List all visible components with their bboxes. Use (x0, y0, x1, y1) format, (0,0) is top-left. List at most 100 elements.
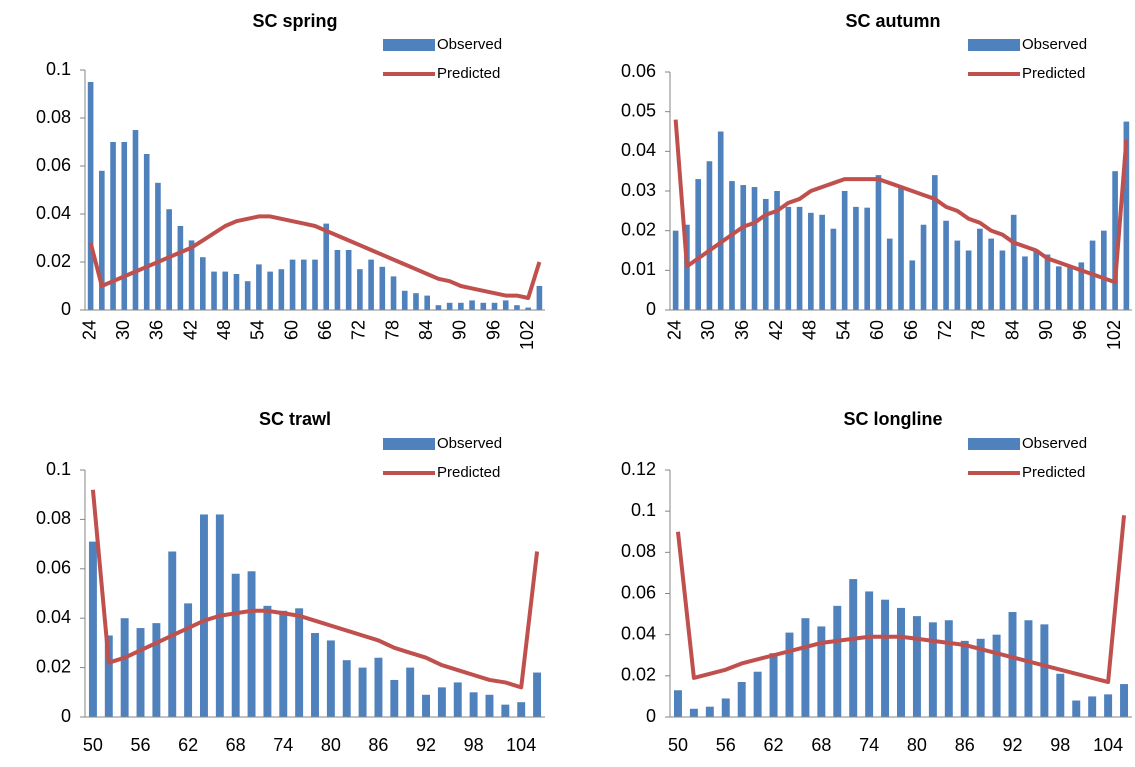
bar (943, 220, 949, 310)
bar (334, 250, 341, 310)
line (90, 489, 540, 690)
x-tick-label: 86 (955, 735, 975, 755)
bar (785, 206, 792, 310)
x-tick-label: 92 (1003, 735, 1023, 755)
bar (1040, 624, 1049, 717)
x-tick-label: 78 (969, 320, 989, 340)
x-tick-label: 62 (178, 735, 198, 755)
x-tick-label: 98 (1050, 735, 1070, 755)
line (673, 119, 1129, 285)
bar (1072, 700, 1081, 717)
x-tick-label: 92 (416, 735, 436, 755)
bar (342, 660, 351, 717)
x-tick-label: 104 (1093, 735, 1123, 755)
bar (801, 618, 810, 717)
y-tick-label: 0.04 (36, 203, 71, 223)
x-tick-label: 56 (131, 735, 151, 755)
bar (279, 610, 288, 717)
bar (796, 206, 803, 310)
bar (988, 238, 994, 310)
bar (853, 206, 859, 310)
bar (1055, 266, 1062, 310)
bar (785, 632, 794, 717)
bar (295, 608, 304, 717)
bar (1088, 696, 1097, 717)
y-tick-label: 0.06 (36, 155, 71, 175)
x-tick-label: 104 (506, 735, 536, 755)
x-tick-label: 62 (764, 735, 784, 755)
x-tick-label: 24 (79, 320, 99, 340)
bar (762, 198, 769, 310)
y-tick-label: 0 (61, 299, 71, 319)
bar (976, 638, 985, 717)
bar (533, 672, 542, 717)
bar (300, 259, 307, 310)
bar (424, 295, 430, 310)
bar (435, 305, 442, 310)
bar (485, 694, 494, 717)
x-tick-label: 90 (1036, 320, 1056, 340)
y-tick-label: 0.1 (46, 59, 71, 79)
y-tick-label: 0 (646, 706, 656, 726)
bar (1056, 673, 1065, 717)
legend-swatch (383, 438, 435, 450)
x-tick-label: 96 (1070, 320, 1090, 340)
bar (312, 259, 318, 310)
bar (143, 154, 150, 310)
bar (740, 185, 747, 310)
bar (909, 260, 916, 310)
bar (184, 603, 193, 717)
bar (88, 541, 97, 717)
bar (177, 226, 184, 310)
bar (211, 271, 217, 310)
x-tick-label: 24 (664, 320, 684, 340)
bar (501, 704, 510, 717)
bar (944, 620, 953, 717)
x-tick-label: 30 (698, 320, 718, 340)
bar (1123, 121, 1130, 310)
x-tick-label: 60 (281, 320, 301, 340)
bar (1120, 684, 1129, 717)
x-tick-label: 48 (214, 320, 234, 340)
x-tick-label: 102 (1104, 320, 1124, 350)
bar (222, 271, 229, 310)
y-tick-label: 0.05 (621, 100, 656, 120)
bar (263, 605, 272, 717)
x-tick-label: 50 (668, 735, 688, 755)
bar (1104, 694, 1113, 717)
bar (491, 302, 498, 310)
bar (256, 264, 262, 310)
bar (517, 702, 526, 717)
legend-swatch (968, 438, 1020, 450)
bar (960, 640, 969, 717)
bar (751, 187, 758, 310)
bar (673, 690, 682, 717)
legend-label: Predicted (437, 464, 500, 481)
line (88, 214, 542, 300)
bar (502, 300, 509, 310)
bar (1010, 214, 1017, 310)
x-tick-label: 72 (349, 320, 369, 340)
bar (912, 616, 921, 717)
bar (413, 293, 419, 310)
bar (1008, 612, 1017, 717)
x-tick-label: 66 (315, 320, 335, 340)
bar (458, 302, 464, 310)
y-tick-label: 0.06 (36, 558, 71, 578)
bar (706, 161, 713, 310)
x-tick-label: 74 (273, 735, 293, 755)
bar (721, 698, 730, 717)
bar (437, 687, 446, 717)
bar (166, 209, 172, 310)
bar (931, 175, 938, 310)
bar (514, 305, 520, 310)
x-tick-label: 98 (464, 735, 484, 755)
bar (1101, 230, 1107, 310)
x-tick-label: 42 (766, 320, 786, 340)
bar (992, 634, 1001, 717)
bar (729, 181, 735, 310)
bar (705, 706, 714, 717)
x-tick-label: 68 (811, 735, 831, 755)
bar (881, 599, 890, 717)
